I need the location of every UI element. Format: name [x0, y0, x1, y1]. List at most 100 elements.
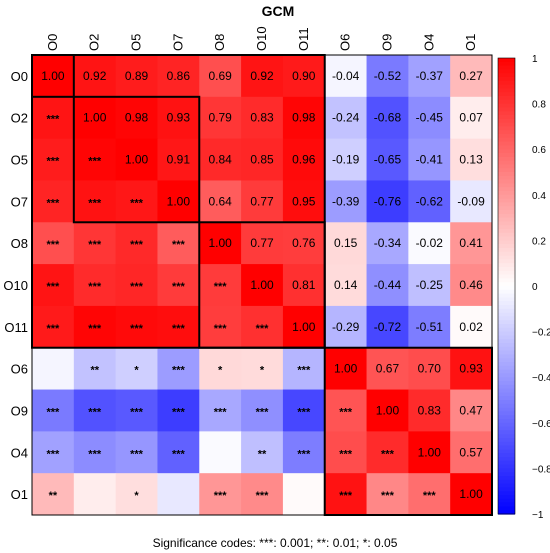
cell-value-label: -0.19: [332, 153, 360, 167]
colorbar-segment: [498, 255, 515, 260]
colorbar-segment: [498, 506, 515, 511]
cell-value-label: 1.00: [83, 111, 107, 125]
heatmap-cell: [366, 305, 409, 349]
heatmap-cell: [241, 431, 284, 474]
cell-value-label: 0.86: [167, 69, 191, 83]
column-tick-label: O5: [129, 34, 144, 51]
cell-value-label: -0.65: [374, 153, 402, 167]
chart-title: GCM: [262, 3, 295, 19]
heatmap-cell: [450, 138, 493, 181]
colorbar-segment: [498, 327, 515, 333]
heatmap-cell: [241, 305, 284, 349]
heatmap-cell: [115, 347, 158, 391]
colorbar-segment: [498, 362, 515, 367]
colorbar-segment: [498, 160, 515, 165]
heatmap-cell: [73, 55, 117, 98]
colorbar-segment: [498, 156, 515, 162]
significance-stars: ***: [214, 406, 228, 418]
colorbar-segment: [498, 221, 515, 226]
heatmap-cell: [408, 138, 451, 181]
heatmap-cell: [241, 222, 284, 265]
colorbar-segment: [498, 453, 515, 458]
row-tick-label: O2: [11, 111, 28, 126]
significance-stars: ***: [381, 490, 395, 502]
colorbar-segment: [498, 369, 515, 374]
colorbar-segment: [498, 107, 515, 112]
colorbar-segment: [498, 346, 515, 352]
significance-stars: ***: [172, 323, 186, 335]
heatmap-cell: [282, 264, 326, 307]
colorbar-segment: [498, 434, 515, 439]
colorbar-segment: [498, 498, 515, 504]
heatmap-cell: [408, 55, 451, 98]
heatmap-cell: [324, 138, 368, 181]
heatmap-cell: [115, 473, 158, 516]
colorbar-segment: [498, 384, 515, 390]
heatmap-cell: [282, 138, 326, 181]
colorbar-tick-label: −0.8: [532, 464, 550, 475]
colorbar-segment: [498, 259, 515, 264]
cell-value-label: 0.85: [250, 153, 274, 167]
colorbar-segment: [498, 301, 515, 306]
heatmap-cell: [366, 347, 409, 391]
heatmap-cell: [199, 55, 242, 98]
colorbar-segment: [498, 426, 515, 431]
significance-stars: ***: [297, 448, 311, 460]
cell-value-label: -0.72: [374, 320, 402, 334]
significance-stars: ***: [256, 406, 270, 418]
cell-value-label: -0.25: [416, 278, 444, 292]
colorbar-tick-label: 0.6: [532, 145, 546, 156]
colorbar-segment: [498, 248, 515, 253]
colorbar-segment: [498, 278, 515, 283]
heatmap-cell: [282, 96, 326, 140]
colorbar-segment: [498, 137, 515, 143]
cell-value-label: -0.51: [416, 320, 444, 334]
colorbar-segment: [498, 483, 515, 488]
heatmap-cell: [366, 222, 409, 265]
colorbar-segment: [498, 479, 515, 485]
significance-stars: ***: [172, 448, 186, 460]
colorbar-segment: [498, 134, 515, 139]
heatmap-cell: [73, 305, 117, 349]
colorbar-segment: [498, 61, 515, 67]
heatmap-cell: [157, 180, 200, 223]
colorbar-segment: [498, 115, 515, 120]
heatmap-cell: [450, 473, 493, 516]
row-tick-label: O8: [11, 236, 28, 251]
column-tick-label: O0: [45, 34, 60, 51]
heatmap-cell: [115, 389, 158, 432]
heatmap-cell: [366, 55, 409, 98]
significance-stars: ***: [130, 239, 144, 251]
colorbar-segment: [498, 305, 515, 310]
cell-value-label: -0.04: [332, 69, 360, 83]
cell-value-label: 0.96: [292, 153, 316, 167]
significance-stars: **: [90, 365, 99, 377]
heatmap-cell: [408, 180, 451, 223]
colorbar-segment: [498, 445, 515, 450]
colorbar-segment: [498, 141, 515, 146]
significance-stars: ***: [88, 197, 102, 209]
cell-value-label: 0.46: [459, 278, 483, 292]
significance-stars: ***: [214, 490, 228, 502]
colorbar-segment: [498, 130, 515, 135]
heatmap-cell: [408, 264, 451, 307]
cell-value-label: 0.93: [459, 362, 483, 376]
heatmap-cell: [450, 264, 493, 307]
row-tick-label: O10: [3, 278, 28, 293]
colorbar-segment: [498, 149, 515, 154]
cell-value-label: 0.13: [459, 153, 483, 167]
significance-stars: **: [49, 490, 58, 502]
significance-stars: ***: [130, 448, 144, 460]
colorbar-segment: [498, 320, 515, 325]
colorbar-tick-label: −1: [532, 510, 544, 521]
colorbar-segment: [498, 468, 515, 473]
heatmap-cell: [157, 431, 200, 474]
colorbar-segment: [498, 103, 515, 108]
colorbar-segment: [498, 430, 515, 435]
heatmap-cell: [32, 347, 75, 391]
cell-value-label: -0.68: [374, 111, 402, 125]
heatmap-cell: [199, 473, 242, 516]
significance-stars: ***: [130, 281, 144, 293]
significance-stars: *: [134, 365, 139, 377]
cell-value-label: -0.34: [374, 236, 402, 250]
